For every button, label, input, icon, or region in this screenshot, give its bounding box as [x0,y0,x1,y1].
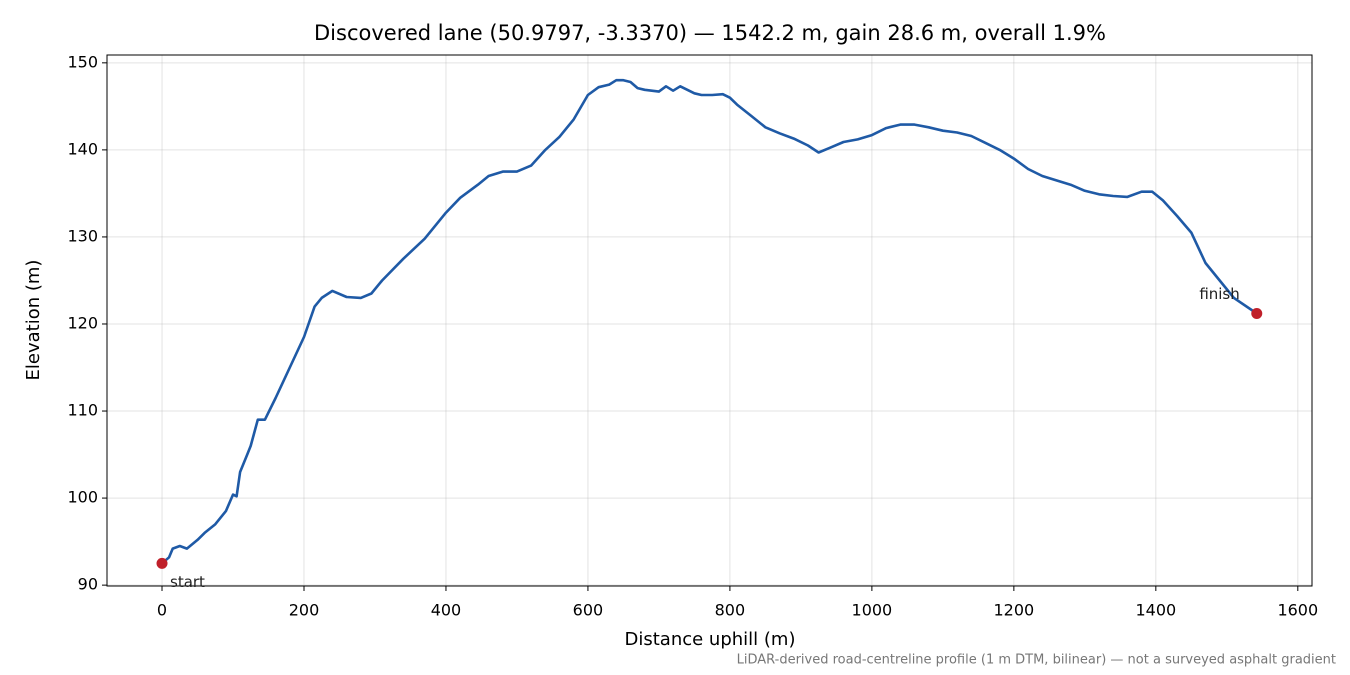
x-tick-label: 1400 [1135,601,1176,620]
y-tick-label: 90 [78,575,98,594]
y-tick-label: 100 [67,488,98,507]
chart-title: Discovered lane (50.9797, -3.3370) — 154… [314,21,1106,45]
y-tick-label: 140 [67,139,98,158]
y-axis-label: Elevation (m) [23,260,44,381]
x-axis-label: Distance uphill (m) [625,629,796,650]
endpoint-marker [156,557,168,569]
x-tick-label: 600 [573,601,604,620]
y-tick-label: 130 [67,226,98,245]
x-tick-label: 1000 [852,601,893,620]
footnote: LiDAR-derived road-centreline profile (1… [737,653,1336,668]
y-tick-label: 120 [67,313,98,332]
elevation-line [161,78,1258,565]
x-tick-label: 1200 [993,601,1034,620]
x-tick-label: 200 [289,601,320,620]
x-tick-label: 0 [157,601,167,620]
endpoint-label: start [170,573,205,591]
endpoint-marker [1251,308,1263,320]
endpoint-label: finish [1199,285,1239,303]
x-tick-label: 400 [431,601,462,620]
y-tick-label: 150 [67,52,98,71]
x-tick-label: 800 [715,601,746,620]
plot-frame [106,54,1313,587]
x-tick-label: 1600 [1277,601,1318,620]
y-tick-label: 110 [67,401,98,420]
